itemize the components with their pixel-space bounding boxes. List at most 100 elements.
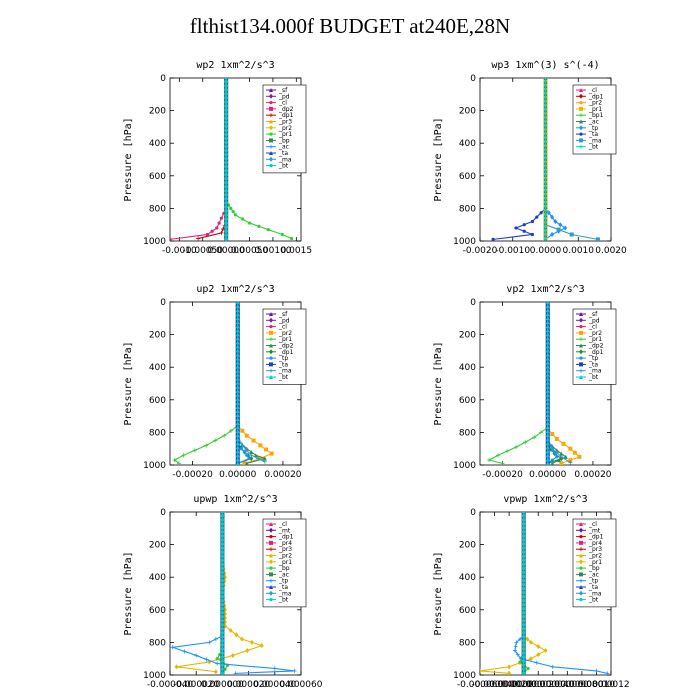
data-point <box>522 663 526 667</box>
data-point <box>235 404 240 409</box>
page-title: flthist134.000f BUDGET at240E,28N <box>189 14 511 38</box>
data-point <box>217 221 221 225</box>
legend-label: _bt <box>278 597 289 604</box>
data-point <box>240 217 245 221</box>
x-tick-label: 0.000040 <box>531 680 574 690</box>
series-layer <box>172 302 274 465</box>
data-point <box>530 219 535 224</box>
x-tick-label: 0.000060 <box>546 680 589 690</box>
legend-marker <box>579 88 583 92</box>
data-point <box>235 344 240 349</box>
legend-marker <box>269 325 273 329</box>
data-point <box>220 546 224 550</box>
data-point <box>235 316 240 321</box>
data-point <box>522 619 526 623</box>
data-point <box>220 574 224 579</box>
data-point <box>518 637 523 642</box>
series-line <box>547 302 563 464</box>
data-point <box>220 611 224 615</box>
x-tick-label: -0.0020 <box>463 246 498 256</box>
data-point <box>572 450 577 455</box>
data-point <box>219 216 224 220</box>
legend-label: _cl <box>588 521 597 528</box>
y-tick-label: 200 <box>459 541 476 551</box>
data-point <box>528 656 533 662</box>
legend-marker <box>269 522 273 526</box>
data-point <box>534 660 539 665</box>
data-point <box>550 214 555 220</box>
legend-marker <box>269 362 273 367</box>
data-point <box>205 232 210 237</box>
data-point <box>220 562 224 567</box>
data-point <box>257 224 261 228</box>
data-point <box>522 554 526 558</box>
series-layer <box>170 512 297 675</box>
data-point <box>224 229 228 233</box>
data-point <box>522 566 526 571</box>
legend-marker <box>269 337 273 342</box>
data-point <box>595 237 600 241</box>
legend-marker <box>579 330 583 335</box>
data-point <box>550 461 555 465</box>
data-point <box>522 570 526 575</box>
data-point <box>539 211 543 215</box>
data-point <box>545 332 550 337</box>
y-tick-label: 0 <box>470 298 476 308</box>
legend-label: _ma <box>588 590 602 597</box>
data-point <box>568 458 573 463</box>
x-tick-label: 0.00020 <box>264 470 301 480</box>
data-point <box>522 627 526 631</box>
data-point <box>522 671 526 675</box>
legend-label: _sf <box>588 311 598 318</box>
data-point <box>545 425 550 430</box>
data-point <box>543 164 548 169</box>
data-point <box>522 542 526 546</box>
y-tick-label: 1000 <box>453 237 476 247</box>
data-point <box>247 221 252 225</box>
legend-marker <box>269 144 273 149</box>
legend-label: _bt <box>278 374 289 381</box>
legend-marker <box>579 559 583 565</box>
legend-label: _ma <box>278 368 292 375</box>
data-point <box>224 104 228 108</box>
legend-marker <box>579 362 583 367</box>
legend-marker <box>269 540 273 545</box>
data-point <box>262 456 267 461</box>
data-point <box>242 450 247 454</box>
data-point <box>543 100 548 105</box>
data-point <box>224 140 228 145</box>
data-point <box>522 667 526 671</box>
data-point <box>543 197 548 202</box>
legend-marker <box>269 590 273 596</box>
data-point <box>220 631 224 635</box>
data-point <box>220 595 224 599</box>
data-point <box>249 453 254 458</box>
data-point <box>543 148 548 153</box>
legend-marker <box>579 590 583 596</box>
data-point <box>545 384 550 389</box>
panel-5: upwp 1xm^2/s^3 Pressure [hPa] 0 200 400 600 80… <box>123 494 323 690</box>
data-point <box>522 599 526 603</box>
data-point <box>545 328 550 333</box>
data-point <box>220 554 224 558</box>
legend-marker <box>269 349 273 355</box>
data-point <box>235 328 240 333</box>
legend-marker <box>269 125 273 131</box>
data-point <box>545 429 550 434</box>
data-point <box>224 225 228 229</box>
legend-label: _dp2 <box>278 343 294 350</box>
data-point <box>543 172 548 177</box>
data-point <box>228 627 233 633</box>
data-point <box>290 236 294 241</box>
data-point <box>522 603 526 607</box>
data-point <box>244 448 249 453</box>
y-tick-label: 200 <box>459 331 476 341</box>
series-line <box>170 78 227 240</box>
data-point <box>522 643 526 647</box>
data-point <box>229 206 233 210</box>
data-point <box>522 550 526 554</box>
data-point <box>233 213 238 217</box>
data-point <box>545 348 550 353</box>
legend-marker <box>579 566 583 570</box>
data-point <box>220 667 224 671</box>
